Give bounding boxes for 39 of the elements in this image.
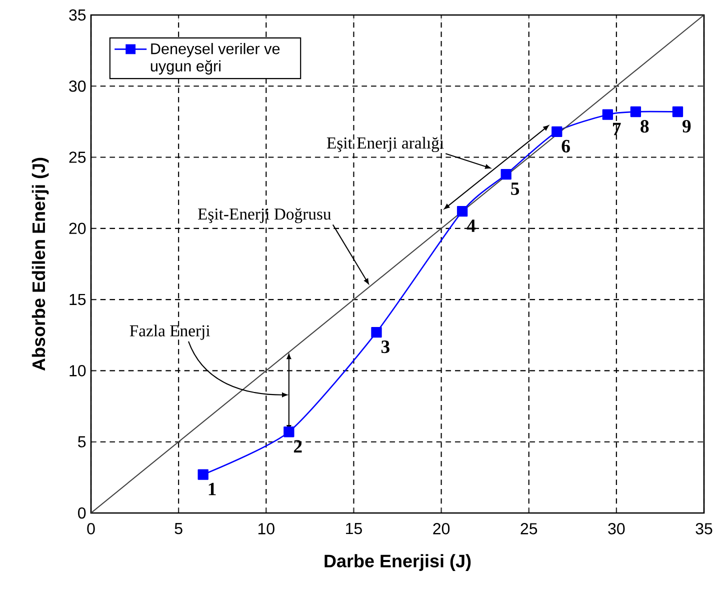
x-tick-label: 20 [433,523,450,534]
annotation: 9 [682,120,691,133]
point [500,169,512,180]
annotation: Eşit-Enerji Doğrusu [198,208,332,224]
point [371,326,382,338]
annotation: 8 [640,120,649,133]
annotation: 5 [511,182,520,196]
annotation: Fazla Enerji [130,324,210,340]
x-tick-label: 35 [696,523,712,534]
annotation: 6 [562,140,570,152]
annotation: 3 [381,340,390,354]
point [552,126,562,137]
annotation: 7 [613,122,621,136]
point [284,426,294,438]
x-tick-label: 0 [87,523,95,534]
x-tick-label: 15 [346,523,362,534]
y-tick-label: 35 [69,9,86,21]
x-tick-label: 10 [258,523,274,534]
annotation: 1 [208,482,216,496]
x-axis-title: Darbe Enerjisi (J) [324,554,471,571]
x-tick-label: 5 [174,523,182,534]
y-tick-label: 20 [69,222,86,234]
x-tick-label: 25 [520,523,538,534]
point [198,469,208,480]
y-tick-label: 10 [70,365,86,376]
y-tick-label: 5 [78,436,86,448]
annotation: 2 [294,440,302,453]
y-axis-title: Absorbe Edilen Enerji (J) [32,158,49,371]
x-tick-label: 30 [608,523,625,534]
annotation: Eşit Enerji aralığı [326,136,444,152]
point [456,206,468,217]
y-tick-label: 30 [69,80,86,92]
y-tick-label: 0 [78,507,86,519]
point [672,106,684,118]
point [602,109,614,120]
y-tick-label: 15 [70,294,86,306]
legend-label: Deneysel veriler ve uygun eğri [150,42,280,75]
y-tick-label: 25 [69,152,86,163]
point [630,106,642,118]
